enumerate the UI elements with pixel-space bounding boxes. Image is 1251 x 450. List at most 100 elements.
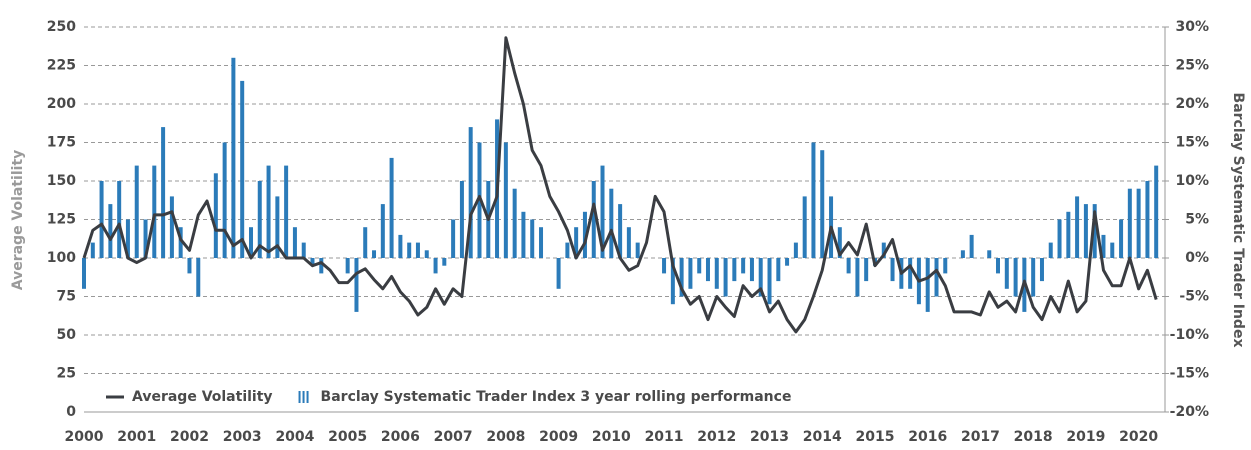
bar: [1013, 258, 1018, 297]
x-tick-label: 2002: [170, 429, 209, 445]
bar: [943, 258, 948, 274]
bar: [178, 227, 183, 258]
bar: [169, 196, 174, 258]
bar: [732, 258, 737, 282]
bar: [380, 204, 385, 258]
y-tick-label: 125: [47, 212, 76, 228]
x-tick-label: 2001: [117, 429, 156, 445]
bar: [582, 211, 587, 258]
x-tick-label: 2003: [223, 429, 262, 445]
bar: [433, 258, 438, 274]
bar: [679, 258, 684, 297]
x-tick-label: 2017: [961, 429, 1000, 445]
legend-swatch: [302, 391, 305, 403]
bar: [626, 227, 631, 258]
x-tick-label: 2005: [328, 429, 367, 445]
x-tick-label: 2020: [1119, 429, 1158, 445]
bar: [1048, 242, 1053, 258]
bar: [125, 219, 130, 258]
legend-swatch: [298, 391, 301, 403]
y2-tick-label: 20%: [1175, 96, 1209, 112]
bar: [960, 250, 965, 258]
x-tick-label: 2008: [486, 429, 525, 445]
y2-tick-label: -20%: [1170, 404, 1209, 420]
bar: [837, 227, 842, 258]
bar: [635, 242, 640, 258]
x-tick-label: 2015: [855, 429, 894, 445]
bar: [503, 142, 508, 258]
x-tick-label: 2000: [65, 429, 104, 445]
y-axis-label: Average Volatility: [10, 150, 26, 291]
bar: [741, 258, 746, 274]
x-tick-label: 2007: [434, 429, 473, 445]
x-tick-label: 2009: [539, 429, 578, 445]
bar: [925, 258, 930, 312]
bar: [407, 242, 412, 258]
bar: [1066, 211, 1071, 258]
bar: [1154, 165, 1159, 258]
x-tick-label: 2006: [381, 429, 420, 445]
bar: [1031, 258, 1036, 297]
bar: [134, 165, 139, 258]
x-tick-label: 2018: [1014, 429, 1053, 445]
x-tick-label: 2016: [908, 429, 947, 445]
bar: [618, 204, 623, 258]
bar: [442, 258, 447, 266]
legend-label: Average Volatility: [132, 389, 273, 405]
bar: [372, 250, 377, 258]
bar: [574, 227, 579, 258]
y-tick-label: 75: [57, 289, 76, 305]
bar: [987, 250, 992, 258]
y-tick-label: 100: [47, 250, 76, 266]
bar: [398, 234, 403, 258]
bar: [609, 188, 614, 258]
line: [82, 36, 1158, 334]
x-tick-label: 2011: [645, 429, 684, 445]
bar: [705, 258, 710, 282]
bar: [890, 258, 895, 282]
bar: [864, 258, 869, 282]
y-tick-label: 25: [57, 366, 76, 382]
bar: [530, 219, 535, 258]
bar: [161, 127, 166, 258]
y2-tick-label: 0%: [1185, 250, 1209, 266]
bar: [1145, 181, 1150, 258]
bar: [459, 181, 464, 258]
bar: [1101, 234, 1106, 258]
bar: [90, 242, 95, 258]
bar: [99, 181, 104, 258]
bar: [451, 219, 456, 258]
bar: [1039, 258, 1044, 282]
bar: [934, 258, 939, 297]
bar: [424, 250, 429, 258]
y2-tick-label: -10%: [1170, 327, 1209, 343]
bar: [1119, 219, 1124, 258]
bar: [1083, 204, 1088, 258]
x-tick-label: 2010: [592, 429, 631, 445]
bar: [565, 242, 570, 258]
bar: [1057, 219, 1062, 258]
y2-tick-label: 30%: [1175, 19, 1209, 35]
bar: [688, 258, 693, 289]
bar: [257, 181, 262, 258]
x-tick-label: 2012: [697, 429, 736, 445]
bar: [117, 181, 122, 258]
bar: [310, 258, 315, 266]
bar: [240, 80, 245, 259]
y-tick-label: 250: [47, 19, 76, 35]
y-tick-label: 225: [47, 58, 76, 74]
bar: [284, 165, 289, 258]
bar: [521, 211, 526, 258]
bar: [767, 258, 772, 305]
y2-axis-label: Barclay Systematic Trader Index: [1230, 93, 1246, 348]
x-tick-label: 2013: [750, 429, 789, 445]
bar: [213, 173, 218, 258]
bar: [1075, 196, 1080, 258]
bar: [846, 258, 851, 274]
bar: [758, 258, 763, 297]
bar: [143, 219, 148, 258]
bar: [266, 165, 271, 258]
bar: [152, 165, 157, 258]
y2-tick-label: 10%: [1175, 173, 1209, 189]
